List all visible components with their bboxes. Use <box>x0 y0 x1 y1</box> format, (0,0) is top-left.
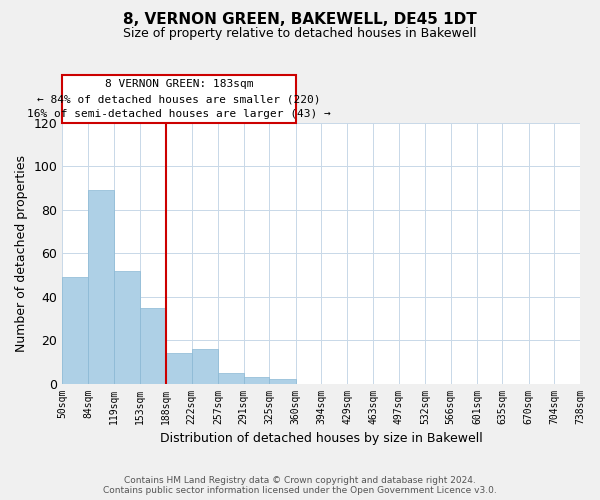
Bar <box>62 76 296 123</box>
Text: Contains HM Land Registry data © Crown copyright and database right 2024.
Contai: Contains HM Land Registry data © Crown c… <box>103 476 497 495</box>
Text: 8, VERNON GREEN, BAKEWELL, DE45 1DT: 8, VERNON GREEN, BAKEWELL, DE45 1DT <box>123 12 477 28</box>
Bar <box>114 270 140 384</box>
Bar <box>192 349 218 384</box>
Bar <box>62 277 88 384</box>
Bar <box>269 379 296 384</box>
X-axis label: Distribution of detached houses by size in Bakewell: Distribution of detached houses by size … <box>160 432 482 445</box>
Y-axis label: Number of detached properties: Number of detached properties <box>15 155 28 352</box>
Bar <box>88 190 114 384</box>
Bar <box>140 308 166 384</box>
Bar <box>166 353 192 384</box>
Text: 8 VERNON GREEN: 183sqm
← 84% of detached houses are smaller (220)
16% of semi-de: 8 VERNON GREEN: 183sqm ← 84% of detached… <box>27 80 331 119</box>
Bar <box>244 377 269 384</box>
Bar <box>218 372 244 384</box>
Text: Size of property relative to detached houses in Bakewell: Size of property relative to detached ho… <box>123 28 477 40</box>
